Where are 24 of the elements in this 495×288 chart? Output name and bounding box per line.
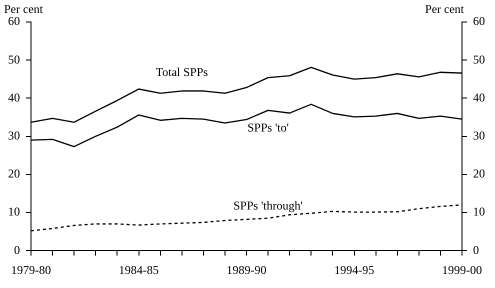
y-tick-label: 0 (14, 242, 20, 257)
x-tick-label: 1984-85 (118, 262, 159, 277)
y2-tick-label: 60 (473, 14, 485, 28)
y2-tick-label: 0 (473, 242, 479, 257)
y2-tick-label: 50 (473, 52, 485, 66)
x-tick-label: 1979-80 (11, 262, 51, 277)
series-label: Total SPPs (156, 65, 208, 80)
series-label: SPPs 'through' (233, 198, 303, 212)
y2-tick-label: 30 (473, 128, 485, 142)
x-tick-label: 1994-95 (334, 262, 374, 277)
x-tick-label: 1989-90 (226, 262, 266, 277)
y-tick-label: 40 (8, 90, 20, 104)
y-axis-title: Per cent (4, 2, 44, 16)
y-tick-label: 10 (8, 204, 20, 219)
y2-tick-label: 40 (473, 90, 485, 104)
series-label: SPPs 'to' (247, 120, 289, 135)
y2-tick-label: 20 (473, 166, 485, 181)
y2-axis-title: Per cent (425, 2, 465, 16)
x-tick-label: 1999-00 (442, 262, 482, 277)
y-tick-label: 60 (8, 14, 20, 28)
y-tick-label: 20 (8, 166, 20, 181)
y-tick-label: 50 (8, 52, 20, 66)
y-tick-label: 30 (8, 128, 20, 142)
y2-tick-label: 10 (473, 204, 485, 219)
